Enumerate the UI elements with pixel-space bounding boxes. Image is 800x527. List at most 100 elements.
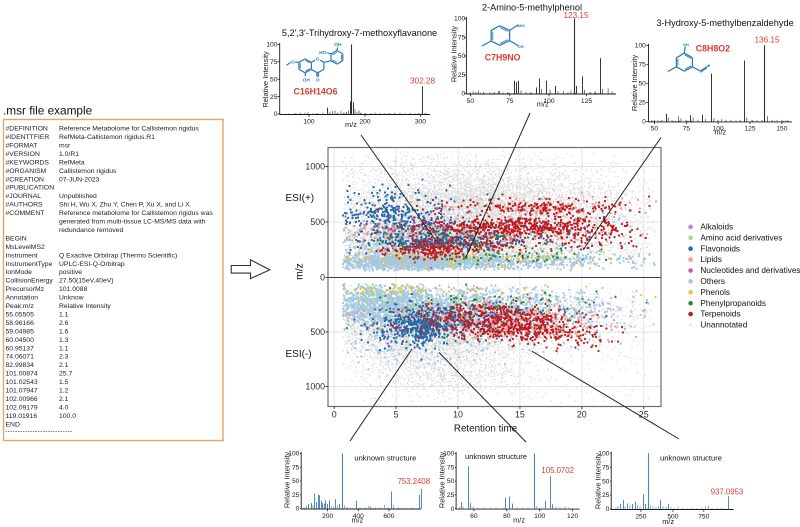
svg-text:100: 100 xyxy=(713,126,724,133)
svg-text:60: 60 xyxy=(470,513,478,520)
svg-text:300: 300 xyxy=(415,118,426,125)
svg-text:m/z: m/z xyxy=(345,120,357,129)
svg-text:Flavonoids: Flavonoids xyxy=(700,244,740,253)
svg-text:50: 50 xyxy=(447,478,455,485)
svg-text:Reference Metabolome for Calli: Reference Metabolome for Callistemon rig… xyxy=(59,126,199,133)
svg-text:positive: positive xyxy=(59,269,82,276)
svg-text:2-Amino-5-methylphenol: 2-Amino-5-methylphenol xyxy=(482,2,582,12)
svg-text:O: O xyxy=(316,77,320,83)
svg-text:75: 75 xyxy=(602,464,610,471)
svg-text:Unannotated: Unannotated xyxy=(700,321,747,330)
svg-text:C8H8O2: C8H8O2 xyxy=(696,44,730,54)
svg-text:100: 100 xyxy=(543,98,554,105)
svg-text:5,2',3'-Trihydroxy-7-methoxyfl: 5,2',3'-Trihydroxy-7-methoxyflavanone xyxy=(282,28,437,38)
svg-text:HO: HO xyxy=(319,50,326,56)
svg-text:102.00966: 102.00966 xyxy=(6,396,38,403)
svg-text:500: 500 xyxy=(667,513,678,520)
svg-text:0: 0 xyxy=(332,409,337,419)
svg-text:100: 100 xyxy=(288,451,299,458)
svg-text:120: 120 xyxy=(567,513,578,520)
svg-text:125: 125 xyxy=(581,98,592,105)
svg-text:0: 0 xyxy=(320,273,325,283)
svg-text:CollisionEnergy: CollisionEnergy xyxy=(6,278,54,285)
svg-text:ESI(-): ESI(-) xyxy=(286,349,312,360)
svg-text:25: 25 xyxy=(638,100,646,107)
svg-text:Phenols: Phenols xyxy=(700,288,730,297)
svg-text:.msr file example: .msr file example xyxy=(3,104,93,118)
svg-text:753.2408: 753.2408 xyxy=(398,477,431,486)
svg-text:Amino acid derivatives: Amino acid derivatives xyxy=(700,233,782,242)
svg-text:2.1: 2.1 xyxy=(59,362,69,369)
svg-text:#IDENTTFIER: #IDENTTFIER xyxy=(6,134,50,141)
svg-text:25: 25 xyxy=(639,409,649,419)
svg-text:101.07947: 101.07947 xyxy=(6,388,38,395)
svg-text:1.6: 1.6 xyxy=(59,328,69,335)
svg-text:25: 25 xyxy=(292,492,300,499)
svg-text:#AUTHORS: #AUTHORS xyxy=(6,202,43,209)
svg-text:25: 25 xyxy=(602,492,610,499)
svg-text:0: 0 xyxy=(606,506,610,513)
svg-text:250: 250 xyxy=(635,513,646,520)
svg-text:m/z: m/z xyxy=(714,128,726,137)
svg-text:1.1: 1.1 xyxy=(59,312,69,319)
svg-text:60.95137: 60.95137 xyxy=(6,345,35,352)
svg-text:102.09179: 102.09179 xyxy=(6,404,38,411)
svg-text:Lipids: Lipids xyxy=(700,255,721,264)
svg-text:Phenylpropanoids: Phenylpropanoids xyxy=(700,299,766,308)
svg-text:58.96166: 58.96166 xyxy=(6,320,35,327)
svg-text:100: 100 xyxy=(635,43,646,50)
svg-text:#VERSION: #VERSION xyxy=(6,151,40,158)
svg-text:Callistemon rigidus: Callistemon rigidus xyxy=(59,168,117,175)
svg-text:82.99834: 82.99834 xyxy=(6,362,35,369)
svg-text:15: 15 xyxy=(515,409,525,419)
svg-text:200: 200 xyxy=(322,513,333,520)
svg-text:RefMeta-Callistemon rigidus.R1: RefMeta-Callistemon rigidus.R1 xyxy=(59,134,155,141)
svg-text:Instrument: Instrument xyxy=(6,252,38,259)
svg-text:3-Hydroxy-5-methylbenzaldehyde: 3-Hydroxy-5-methylbenzaldehyde xyxy=(656,18,793,28)
svg-text:#JOURNAL: #JOURNAL xyxy=(6,193,42,200)
svg-text:Relative Intensity: Relative Intensity xyxy=(59,303,111,310)
svg-text:2.6: 2.6 xyxy=(59,320,69,327)
svg-text:BEGIN: BEGIN xyxy=(6,235,27,242)
svg-text:25: 25 xyxy=(447,492,455,499)
svg-text:100: 100 xyxy=(266,42,277,49)
svg-text:UPLC-ESI-Q-Orbitrap: UPLC-ESI-Q-Orbitrap xyxy=(59,261,125,268)
svg-text:100.0: 100.0 xyxy=(59,413,76,420)
svg-text:m/z: m/z xyxy=(537,100,549,109)
svg-text:80: 80 xyxy=(503,513,511,520)
svg-text:Peak:m/z: Peak:m/z xyxy=(6,303,35,310)
svg-text:unknown structure: unknown structure xyxy=(465,452,527,461)
svg-text:END: END xyxy=(6,421,20,428)
svg-text:unknown structure: unknown structure xyxy=(660,454,722,463)
svg-text:100: 100 xyxy=(303,118,314,125)
svg-text:Relative Intensity: Relative Intensity xyxy=(438,452,447,509)
svg-text:100: 100 xyxy=(598,450,609,457)
svg-text:101.02543: 101.02543 xyxy=(6,379,38,386)
svg-text:1.1: 1.1 xyxy=(59,345,69,352)
svg-text:100: 100 xyxy=(443,451,454,458)
svg-text:302.28: 302.28 xyxy=(410,77,435,86)
svg-text:#ORGANISM: #ORGANISM xyxy=(6,168,47,175)
svg-text:#KEYWORDS: #KEYWORDS xyxy=(6,159,50,166)
svg-text:Others: Others xyxy=(700,277,725,286)
svg-text:Retention time: Retention time xyxy=(454,424,518,435)
svg-text:Unknow: Unknow xyxy=(59,295,84,302)
svg-text:NH2: NH2 xyxy=(517,23,526,28)
svg-text:generated from multi-tissue LC: generated from multi-tissue LC-MS/MS dat… xyxy=(59,219,206,226)
svg-text:500: 500 xyxy=(310,327,325,337)
svg-text:75: 75 xyxy=(683,126,691,133)
svg-text:#DEFINITION: #DEFINITION xyxy=(6,126,48,133)
svg-text:75: 75 xyxy=(270,59,278,66)
svg-text:50: 50 xyxy=(270,76,278,83)
svg-text:O: O xyxy=(316,57,320,63)
svg-text:25: 25 xyxy=(270,94,278,101)
svg-text:200: 200 xyxy=(359,118,370,125)
svg-text:600: 600 xyxy=(383,513,394,520)
svg-text:10: 10 xyxy=(453,409,463,419)
svg-text:750: 750 xyxy=(698,513,709,520)
svg-text:50: 50 xyxy=(467,98,475,105)
svg-text:55.05505: 55.05505 xyxy=(6,312,35,319)
svg-text:100: 100 xyxy=(454,16,465,23)
svg-text:#FORMAT: #FORMAT xyxy=(6,143,38,150)
svg-text:50: 50 xyxy=(651,126,659,133)
